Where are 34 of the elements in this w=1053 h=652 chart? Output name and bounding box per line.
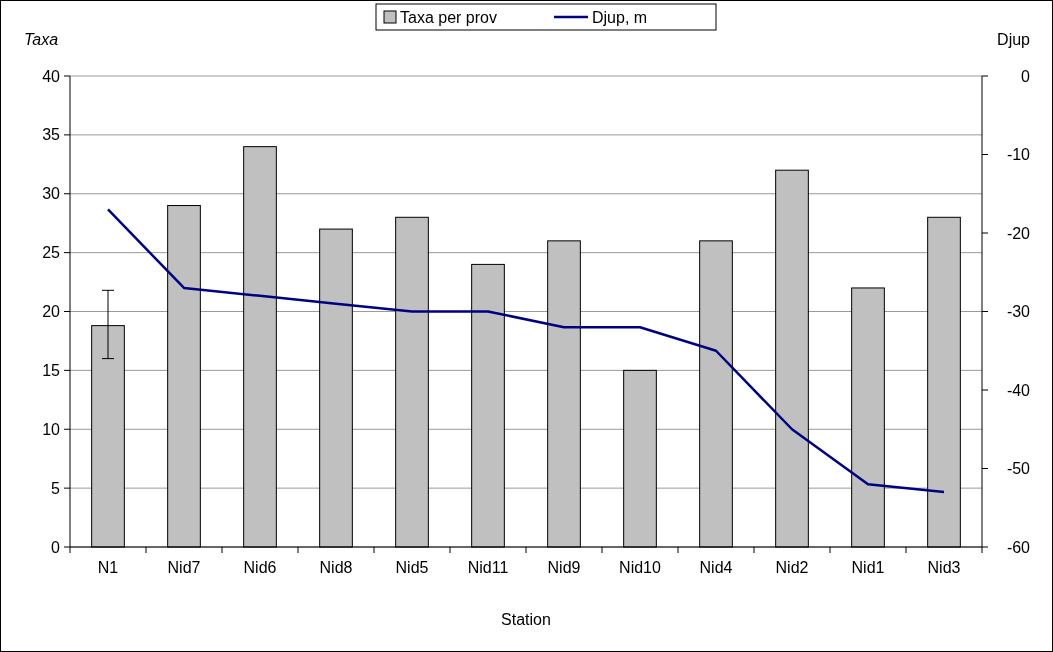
y-tick-label: 30	[42, 185, 61, 203]
x-tick-label: Nid9	[547, 559, 581, 576]
y2-tick-label: -40	[1006, 381, 1031, 399]
y2-tick-label: -20	[1006, 224, 1031, 242]
x-tick-label: Nid1	[851, 559, 885, 576]
y-tick-label: 15	[42, 361, 61, 379]
legend-label: Taxa per prov	[400, 8, 497, 26]
x-tick-label: Nid8	[319, 559, 353, 576]
x-tick-label: Nid4	[699, 559, 733, 576]
y2-tick-label: -60	[1006, 538, 1031, 556]
x-tick-label: Nid5	[395, 559, 429, 576]
x-tick-label: Nid10	[619, 559, 661, 576]
y-tick-label: 20	[42, 303, 61, 321]
y2-tick-label: -10	[1006, 146, 1031, 164]
y-tick-label: 5	[51, 479, 61, 497]
y-axis-title: Taxa	[24, 31, 59, 48]
x-tick-label: Nid7	[167, 559, 201, 576]
y-tick-label: 40	[42, 67, 61, 85]
x-tick-label: N1	[97, 559, 119, 576]
y2-axis-title: Djup	[997, 31, 1031, 48]
x-tick-label: Nid6	[243, 559, 277, 576]
x-tick-label: Nid2	[775, 559, 809, 576]
y-tick-label: 25	[42, 244, 61, 262]
legend-label: Djup, m	[592, 8, 648, 26]
y2-tick-label: 0	[1021, 67, 1031, 85]
y-tick-label: 35	[42, 126, 61, 144]
y2-tick-label: -50	[1006, 460, 1031, 478]
y2-tick-label: -30	[1006, 303, 1031, 321]
x-tick-label: Nid11	[467, 559, 509, 576]
y-tick-label: 0	[51, 538, 61, 556]
line-series	[106, 208, 946, 494]
x-axis-title: Station	[501, 611, 551, 628]
y-tick-label: 10	[42, 420, 61, 438]
x-tick-label: Nid3	[927, 559, 961, 576]
